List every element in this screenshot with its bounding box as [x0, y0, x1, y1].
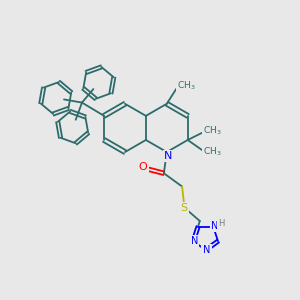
- Text: CH$_3$: CH$_3$: [203, 125, 222, 137]
- Text: S: S: [180, 203, 188, 213]
- Text: N: N: [211, 221, 218, 231]
- Text: CH$_3$: CH$_3$: [203, 146, 222, 158]
- Text: N: N: [164, 151, 172, 161]
- Text: O: O: [139, 162, 147, 172]
- Text: CH$_3$: CH$_3$: [177, 80, 196, 92]
- Text: H: H: [218, 219, 224, 228]
- Text: N: N: [203, 245, 210, 255]
- Text: N: N: [190, 236, 198, 246]
